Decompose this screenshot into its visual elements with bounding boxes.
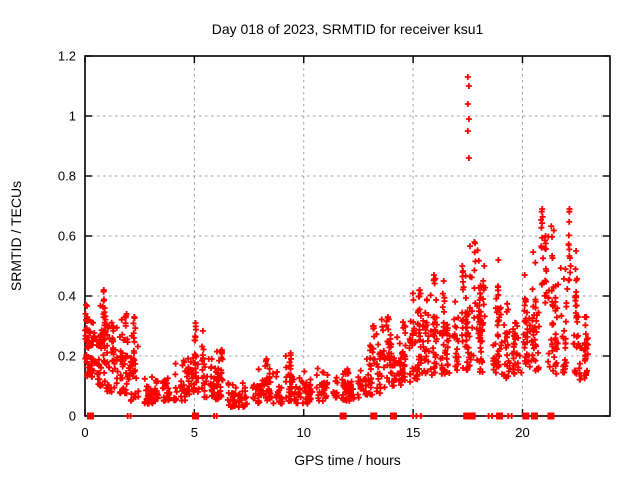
y-tick-label: 1 bbox=[69, 109, 76, 124]
x-tick-label: 10 bbox=[297, 425, 311, 440]
x-tick-label: 5 bbox=[191, 425, 198, 440]
y-tick-label: 0.2 bbox=[58, 349, 76, 364]
y-tick-label: 0.4 bbox=[58, 289, 76, 304]
y-tick-label: 0.8 bbox=[58, 169, 76, 184]
scatter-points-srmtid bbox=[82, 74, 591, 410]
scatter-points-zero-plus bbox=[124, 413, 515, 419]
y-tick-label: 0 bbox=[69, 409, 76, 424]
x-tick-label: 20 bbox=[515, 425, 529, 440]
chart-title: Day 018 of 2023, SRMTID for receiver ksu… bbox=[211, 21, 484, 37]
scatter-points-zero-squares bbox=[86, 412, 555, 420]
tick-labels: 0 5 10 15 20 0 0.2 0.4 0.6 0.8 1 1.2 bbox=[58, 49, 530, 441]
x-axis-label: GPS time / hours bbox=[294, 452, 401, 468]
axis-ticks bbox=[84, 55, 610, 417]
y-tick-label: 1.2 bbox=[58, 49, 76, 64]
y-tick-label: 0.6 bbox=[58, 229, 76, 244]
x-tick-label: 15 bbox=[406, 425, 420, 440]
x-tick-label: 0 bbox=[81, 425, 88, 440]
